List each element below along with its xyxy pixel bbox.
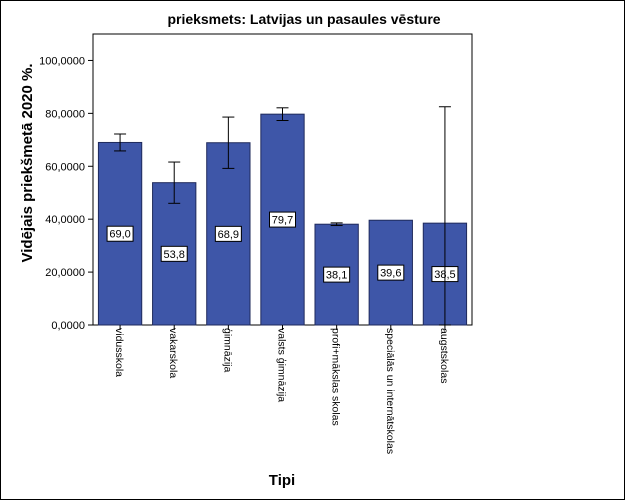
x-tick-label: vidusskola [113,328,125,377]
data-label-box [214,225,242,242]
data-label-box [377,264,405,281]
data-label-box [269,211,296,228]
y-tick-label: 100,0000 [39,55,85,67]
x-axis-label: Tipi [269,472,295,489]
chart-title: prieksmets: Latvijas un pasaules vēsture [167,11,440,27]
y-tick-label: 40,0000 [45,214,85,226]
data-label: 68,9 [218,229,239,241]
x-axis: vidusskola vakarskola ģimnāzija valsts ģimn… [113,325,450,454]
y-axis: 0,0000 20,0000 40,0000 60,0000 80,0000 100,00… [39,55,93,332]
data-label: 79,7 [272,215,293,227]
data-label-box [106,225,134,242]
x-tick-label: augstskolas [438,328,450,383]
y-tick-label: 20,0000 [45,267,85,279]
data-label-box [323,266,351,283]
y-tick-label: 80,0000 [45,108,85,120]
data-label: 53,8 [164,249,185,261]
data-label: 69,0 [109,229,130,241]
data-label-box [160,245,188,262]
x-tick-label: valsts ģimnāzija [276,328,289,402]
y-tick-label: 60,0000 [45,161,85,173]
y-tick-label: 0,0000 [51,320,85,332]
x-tick-label: profi+mākslas skolas [330,328,342,426]
x-tick-label: ģimnāzija [221,328,234,373]
data-label: 39,6 [380,268,401,280]
data-label: 38,1 [326,270,347,282]
x-tick-label: vakarskola [167,328,179,378]
x-tick-label: speciālās un internātskolas [384,328,396,454]
y-axis-label: Vidējais priekšmetā 2020 %. [19,63,36,262]
